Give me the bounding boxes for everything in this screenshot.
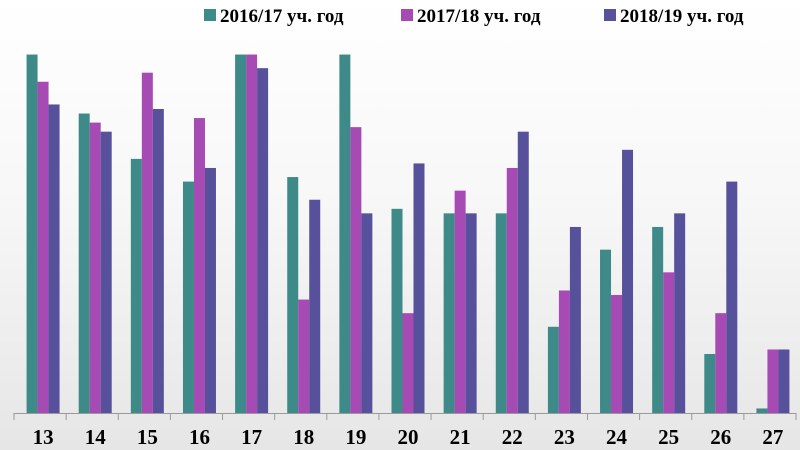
x-tick-label-19: 19 xyxy=(345,425,366,449)
x-tick-label-24: 24 xyxy=(606,425,628,449)
bar-27-series-3 xyxy=(778,349,790,413)
legend-swatch-series-3 xyxy=(604,9,616,21)
bars xyxy=(26,54,790,414)
x-tick-label-13: 13 xyxy=(33,425,54,449)
x-axis-tick-labels: 13 14 15 16 17 18 19 20 21 22 23 24 25 26 27 xyxy=(33,425,784,449)
bar-14-series-2 xyxy=(89,122,101,413)
bar-19-series-1 xyxy=(339,54,351,413)
bar-23-series-3 xyxy=(569,226,581,413)
bar-15-series-3 xyxy=(152,108,164,414)
bar-22-series-1 xyxy=(495,213,507,413)
bar-22-series-3 xyxy=(517,131,529,413)
bar-27-series-2 xyxy=(767,349,779,413)
legend: 2016/17 уч. год 2017/18 уч. год 2018/19 уч… xyxy=(204,6,744,27)
bar-20-series-1 xyxy=(391,208,403,413)
x-tick-label-20: 20 xyxy=(398,425,419,449)
x-tick-label-27: 27 xyxy=(762,425,783,449)
bar-25-series-1 xyxy=(652,226,664,413)
bar-23-series-1 xyxy=(547,326,559,413)
bar-26-series-1 xyxy=(704,354,716,413)
bar-22-series-2 xyxy=(506,167,518,413)
bar-15-series-2 xyxy=(141,72,153,413)
legend-label-series-3: 2018/19 уч. год xyxy=(620,6,744,27)
bar-23-series-2 xyxy=(558,290,570,413)
bar-21-series-1 xyxy=(443,213,455,413)
bar-19-series-2 xyxy=(350,127,362,413)
bar-17-series-1 xyxy=(235,54,247,413)
bar-17-series-2 xyxy=(246,54,258,413)
legend-label-series-2: 2017/18 уч. год xyxy=(417,6,541,27)
x-tick-label-18: 18 xyxy=(293,425,314,449)
bar-16-series-3 xyxy=(204,167,216,413)
bar-18-series-1 xyxy=(287,177,299,413)
bar-24-series-2 xyxy=(611,295,623,413)
bar-27-series-1 xyxy=(756,408,768,413)
bar-26-series-3 xyxy=(726,181,738,413)
x-tick-label-16: 16 xyxy=(189,425,210,449)
x-tick-label-15: 15 xyxy=(137,425,158,449)
bar-16-series-1 xyxy=(182,181,194,413)
bar-21-series-2 xyxy=(454,190,466,413)
x-tick-label-17: 17 xyxy=(241,425,262,449)
bar-14-series-1 xyxy=(78,113,90,413)
x-tick-label-21: 21 xyxy=(450,425,471,449)
bar-13-series-2 xyxy=(37,81,49,413)
legend-swatch-series-2 xyxy=(401,9,413,21)
bar-21-series-3 xyxy=(465,213,477,413)
bar-16-series-2 xyxy=(193,118,205,413)
bar-15-series-1 xyxy=(130,158,142,413)
bar-24-series-3 xyxy=(622,149,634,413)
bar-24-series-1 xyxy=(600,249,612,413)
legend-swatch-series-1 xyxy=(204,9,216,21)
bar-18-series-3 xyxy=(309,199,321,413)
bar-19-series-3 xyxy=(361,213,373,413)
bar-20-series-3 xyxy=(413,163,425,413)
bar-25-series-3 xyxy=(674,213,686,413)
bar-13-series-1 xyxy=(26,54,38,413)
bar-17-series-3 xyxy=(257,68,269,414)
x-tick-label-26: 26 xyxy=(710,425,731,449)
legend-label-series-1: 2016/17 уч. год xyxy=(220,6,344,27)
x-axis-ticks xyxy=(13,413,797,420)
bar-14-series-3 xyxy=(100,131,112,413)
bar-13-series-3 xyxy=(48,104,60,413)
x-tick-label-23: 23 xyxy=(554,425,575,449)
x-tick-label-22: 22 xyxy=(502,425,523,449)
x-tick-label-25: 25 xyxy=(658,425,679,449)
bar-26-series-2 xyxy=(715,313,727,413)
x-tick-label-14: 14 xyxy=(85,425,107,449)
bar-20-series-2 xyxy=(402,313,414,413)
bar-18-series-2 xyxy=(298,299,310,413)
bar-25-series-2 xyxy=(663,272,675,413)
